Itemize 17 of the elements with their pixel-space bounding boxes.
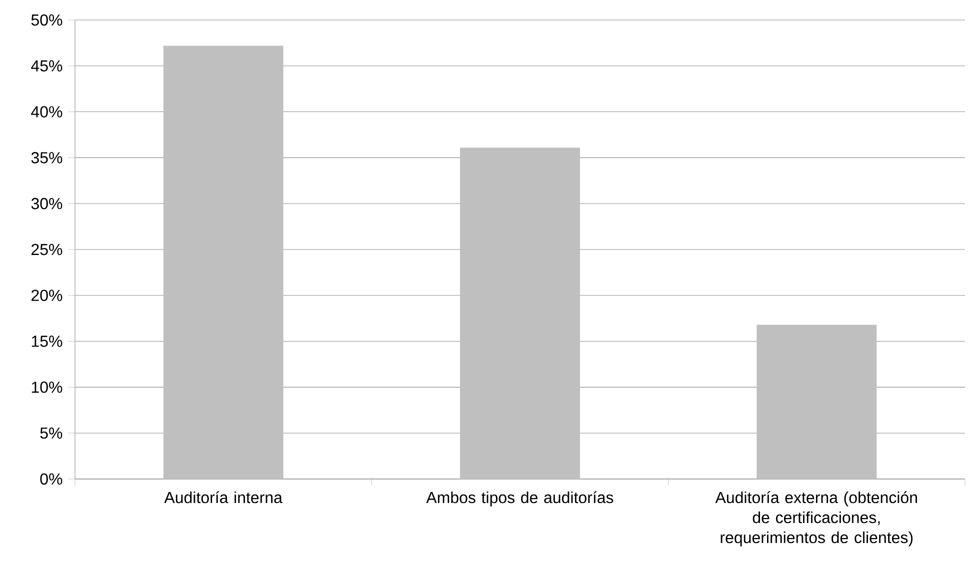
x-tick-label: Ambos tipos de auditorías [426,491,614,506]
bar [756,324,877,479]
y-tick-label: 0% [40,473,62,485]
y-tick-label: 10% [32,382,62,393]
y-tick-label: 45% [31,60,62,72]
y-tick-label: 25% [32,244,62,256]
y-tick-label: 15% [32,336,62,347]
bar [460,148,580,479]
y-tick-label: 35% [31,152,62,164]
bar [163,46,284,479]
x-tick-label: Auditoría externa (obtención de certificaciones, requerimientos de clientes) [715,491,917,546]
x-tick-label: Auditoría interna [164,491,282,504]
y-tick-label: 20% [32,290,62,302]
y-tick-label: 5% [40,427,62,439]
y-tick-label: 40% [31,106,62,118]
y-tick-label: 50% [31,14,62,26]
y-tick-label: 30% [31,198,62,210]
